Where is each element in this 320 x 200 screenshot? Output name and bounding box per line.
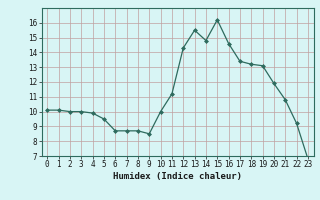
X-axis label: Humidex (Indice chaleur): Humidex (Indice chaleur) [113,172,242,181]
